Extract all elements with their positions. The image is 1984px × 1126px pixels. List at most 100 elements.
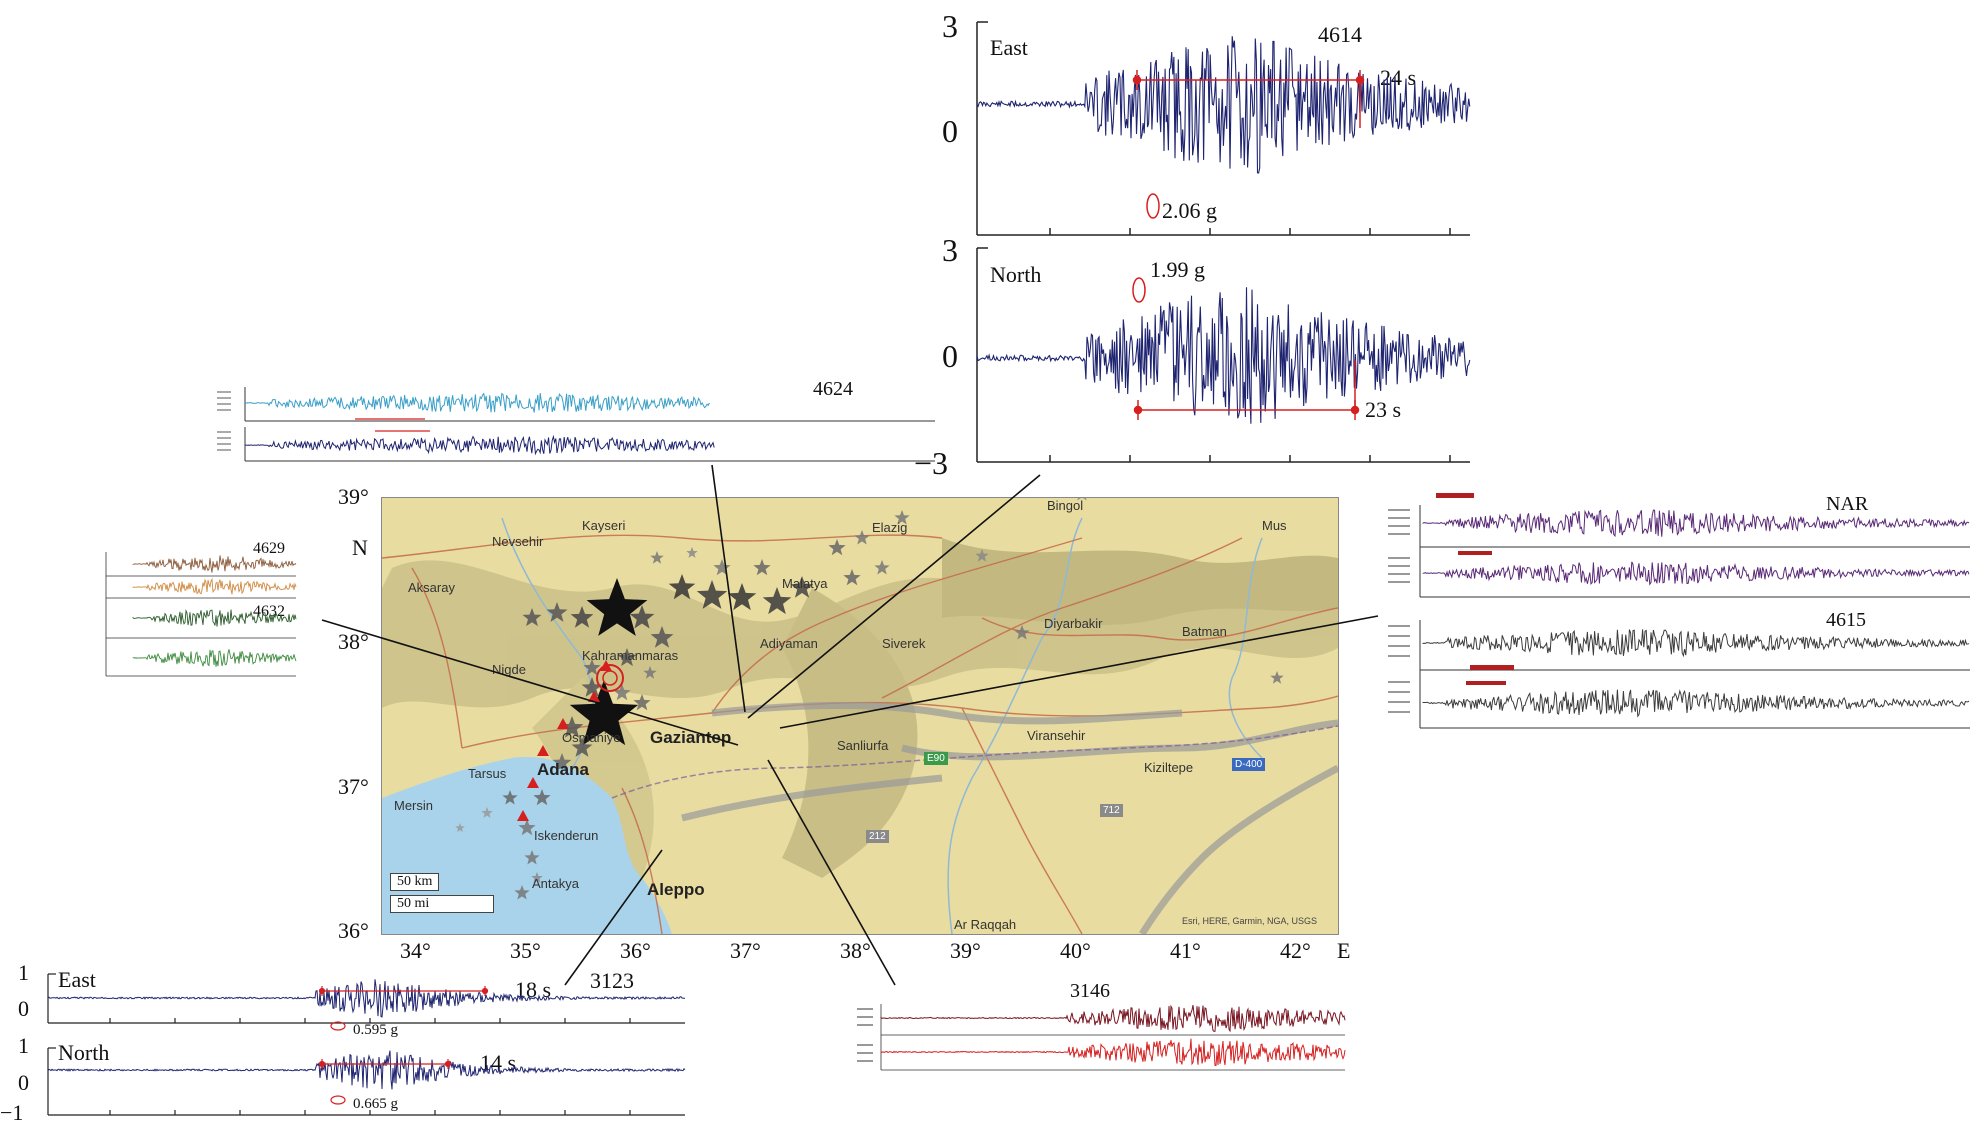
lon-label-42: 42° bbox=[1280, 938, 1311, 963]
mainshock-star bbox=[586, 578, 648, 636]
station-nar-4615-panel: NAR 4615 bbox=[1378, 485, 1978, 735]
trace-north-4614 bbox=[976, 287, 1471, 424]
y-tick-top-east: 3 bbox=[942, 8, 958, 44]
city-bingol: Bingol bbox=[1047, 498, 1084, 513]
city-tarsus: Tarsus bbox=[468, 766, 507, 781]
station-id-4615: 4615 bbox=[1826, 609, 1866, 631]
lon-label-41: 41° bbox=[1170, 938, 1201, 963]
aftershock-star bbox=[552, 753, 572, 772]
station-id-nar: NAR bbox=[1826, 493, 1869, 515]
peak-circle-north-3123 bbox=[330, 1095, 346, 1105]
aftershock-star bbox=[514, 885, 530, 900]
seismogram-4629-4632 bbox=[105, 552, 297, 677]
axes-north-4614 bbox=[976, 247, 1470, 463]
y-tick-top-north-3123: 1 bbox=[18, 1033, 29, 1058]
lon-label-38: 38° bbox=[840, 938, 871, 963]
seismogram-4624 bbox=[217, 387, 935, 462]
lon-label-39: 39° bbox=[950, 938, 981, 963]
city-adiyaman: Adiyaman bbox=[760, 636, 818, 651]
east-label: E bbox=[1337, 938, 1351, 963]
lon-label-37: 37° bbox=[730, 938, 761, 963]
lat-label-36: 36° bbox=[338, 918, 369, 943]
road-shield-712: 712 bbox=[1100, 804, 1123, 817]
y-tick-mid-north: 0 bbox=[942, 338, 958, 374]
aftershock-star bbox=[481, 807, 493, 818]
trace-b-4629 bbox=[132, 577, 297, 595]
trace-b-nar bbox=[1422, 561, 1970, 586]
station-id-4624: 4624 bbox=[813, 378, 853, 400]
peak-north-4614: 1.99 g bbox=[1150, 257, 1205, 282]
aftershock-star bbox=[522, 608, 542, 627]
station-id-3146: 3146 bbox=[1070, 980, 1110, 1002]
lat-label-37: 37° bbox=[338, 774, 369, 799]
city-kayseri: Kayseri bbox=[582, 518, 626, 533]
aftershock-star bbox=[531, 872, 543, 883]
scale-km: 50 km bbox=[390, 873, 440, 891]
aftershock-star bbox=[524, 850, 540, 865]
y-tick-top-north: 3 bbox=[942, 232, 958, 268]
aftershock-star bbox=[518, 819, 536, 836]
station-4624-panel: 4624 bbox=[215, 375, 935, 465]
aftershock-star bbox=[502, 790, 518, 805]
city-sanliurfa: Sanliurfa bbox=[837, 738, 889, 753]
component-label-east: East bbox=[990, 35, 1028, 60]
trace-a-4629 bbox=[132, 555, 297, 573]
seismogram-3123 bbox=[47, 973, 686, 1116]
seismogram-nar-4615 bbox=[1388, 493, 1970, 729]
aftershock-star bbox=[1077, 498, 1087, 501]
peak-circle-east-3123 bbox=[330, 1021, 346, 1031]
trace-east-4614 bbox=[976, 36, 1471, 174]
seismogram-3146 bbox=[857, 1004, 1346, 1071]
city-gaziantep: Gaziantep bbox=[650, 728, 732, 747]
duration-bar-east-4614 bbox=[1132, 70, 1365, 128]
city-kahramanmaras: Kahramanmaras bbox=[582, 648, 679, 663]
aftershock-star bbox=[668, 574, 696, 600]
component-label-east-3123: East bbox=[58, 967, 96, 992]
aftershock-star bbox=[571, 737, 593, 757]
peak-east-3123: 0.595 g bbox=[353, 1022, 398, 1038]
trace-a-3146 bbox=[880, 1004, 1346, 1033]
map-panel: Kayseri Nevsehir Aksaray Nigde Tarsus Me… bbox=[381, 497, 1339, 935]
city-mus: Mus bbox=[1262, 518, 1287, 533]
road-shield-e90: E90 bbox=[924, 752, 948, 765]
duration-bar-north-4614 bbox=[1133, 360, 1360, 420]
component-label-north-3123: North bbox=[58, 1040, 110, 1065]
city-aleppo: Aleppo bbox=[647, 880, 705, 899]
city-kiziltepe: Kiziltepe bbox=[1144, 760, 1194, 775]
trace-a-4632 bbox=[132, 609, 297, 627]
station-3146-panel: 3146 bbox=[855, 980, 1355, 1080]
aftershock-star bbox=[686, 547, 698, 558]
aftershock-star bbox=[533, 789, 551, 806]
city-nevsehir: Nevsehir bbox=[492, 534, 544, 549]
lat-label-39: 39° bbox=[338, 484, 369, 509]
lon-label-40: 40° bbox=[1060, 938, 1091, 963]
peak-circle-north-4614 bbox=[1132, 277, 1146, 303]
annotations-4624 bbox=[355, 418, 430, 432]
aftershock-star bbox=[650, 551, 664, 564]
aftershock-star bbox=[546, 602, 568, 622]
peak-circle-east-4614 bbox=[1146, 193, 1160, 219]
trace-a-nar bbox=[1422, 509, 1970, 538]
trace-b-3146 bbox=[880, 1038, 1346, 1067]
duration-bar-north-3123 bbox=[318, 1059, 452, 1069]
trace-a-4624 bbox=[244, 392, 710, 413]
seismogram-4614 bbox=[976, 21, 1471, 463]
city-antakya: Antakya bbox=[532, 876, 579, 891]
y-tick-mid-east-3123: 0 bbox=[18, 996, 29, 1021]
lat-label-38: 38° bbox=[338, 629, 369, 654]
station-3123-panel: 1 0 East 1 0 −1 North 0.595 g 0.665 g 18… bbox=[0, 960, 700, 1126]
peak-east-4614: 2.06 g bbox=[1162, 198, 1217, 223]
axes-east-4614 bbox=[976, 21, 1470, 236]
aftershock-star bbox=[455, 823, 465, 832]
city-malatya: Malatya bbox=[782, 576, 828, 591]
y-tick-mid-north-3123: 0 bbox=[18, 1070, 29, 1095]
y-tick-bottom-north-3123: −1 bbox=[0, 1100, 24, 1125]
trace-a-4615 bbox=[1422, 629, 1970, 658]
annotations-nar-4615 bbox=[1436, 493, 1514, 685]
city-nigde: Nigde bbox=[492, 662, 526, 677]
city-batman: Batman bbox=[1182, 624, 1227, 639]
north-label: N bbox=[352, 535, 368, 560]
road-shield-212: 212 bbox=[866, 830, 889, 843]
trace-north-3123 bbox=[47, 1050, 686, 1090]
peak-north-3123: 0.665 g bbox=[353, 1096, 398, 1112]
